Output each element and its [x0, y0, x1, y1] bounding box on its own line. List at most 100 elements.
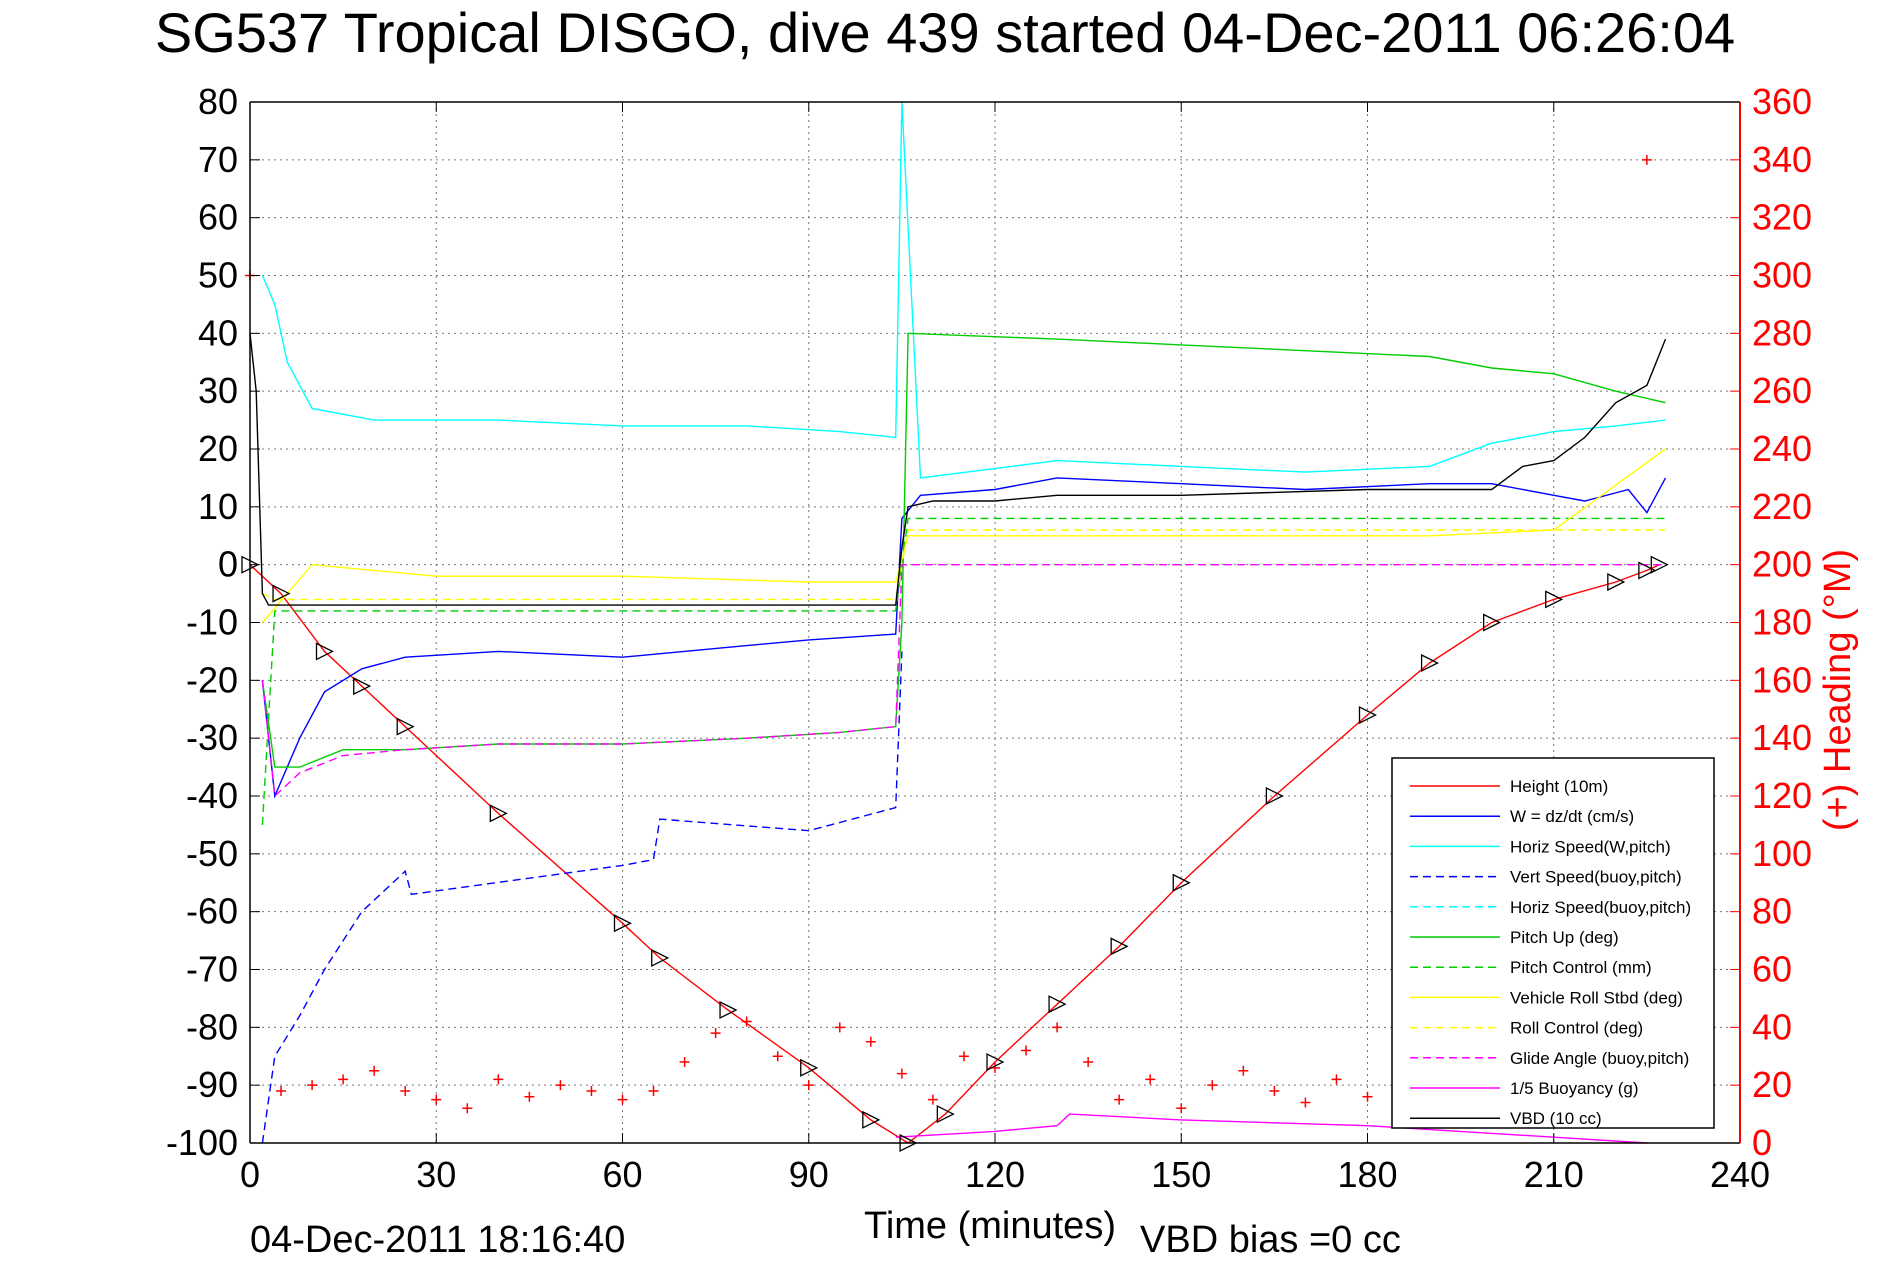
y-right-tick-label: 320	[1752, 197, 1812, 238]
y-tick-label: 80	[198, 81, 238, 122]
heading-point	[462, 1103, 473, 1114]
legend-label: Vehicle Roll Stbd (deg)	[1510, 988, 1683, 1007]
y-right-tick-label: 0	[1752, 1122, 1772, 1163]
series-line-5	[261, 332, 1666, 768]
series-line-7	[261, 448, 1666, 623]
height-marker	[1265, 786, 1284, 806]
x-tick-label: 150	[1151, 1154, 1211, 1195]
height-marker	[1483, 613, 1502, 632]
heading-point	[276, 1085, 287, 1096]
height-marker	[1545, 590, 1564, 609]
series-line-6	[261, 517, 1666, 825]
heading-point	[648, 1085, 659, 1096]
heading-point	[1641, 154, 1652, 165]
y-tick-label: -50	[186, 833, 238, 874]
legend-label: 1/5 Buoyancy (g)	[1510, 1079, 1639, 1098]
height-marker	[1607, 572, 1626, 592]
heading-point	[1176, 1103, 1187, 1114]
heading-point	[400, 1085, 411, 1096]
heading-point	[1114, 1094, 1125, 1105]
y-right-tick-label: 60	[1752, 949, 1792, 990]
y-tick-label: 60	[198, 197, 238, 238]
heading-point	[1362, 1091, 1373, 1102]
y-tick-label: 10	[198, 486, 238, 527]
x-tick-label: 60	[602, 1154, 642, 1195]
series-line-3	[261, 651, 903, 1144]
heading-point	[524, 1091, 535, 1102]
height-marker	[1420, 653, 1440, 673]
height-markers	[241, 555, 1669, 1153]
heading-point	[1238, 1065, 1249, 1076]
heading-point	[679, 1057, 690, 1068]
height-marker	[315, 642, 334, 661]
x-tick-label: 180	[1337, 1154, 1397, 1195]
y-tick-label: 0	[218, 544, 238, 585]
height-marker	[489, 804, 508, 823]
x-tick-label: 30	[416, 1154, 456, 1195]
legend-label: Pitch Up (deg)	[1510, 928, 1619, 947]
heading-point	[1269, 1085, 1280, 1096]
y-tick-label: 50	[198, 255, 238, 296]
y-right-tick-label: 120	[1752, 775, 1812, 816]
y-right-tick-label: 220	[1752, 486, 1812, 527]
heading-point	[1300, 1097, 1311, 1108]
heading-point	[896, 1068, 907, 1079]
series-line-9	[261, 564, 1666, 798]
legend: Height (10m) W = dz/dt (cm/s) Horiz Speed(…	[1391, 757, 1715, 1129]
legend-label: Horiz Speed(buoy,pitch)	[1510, 898, 1691, 917]
height-marker	[1048, 995, 1067, 1014]
x-tick-label: 0	[240, 1154, 260, 1195]
heading-point	[772, 1051, 783, 1062]
y-right-tick-label: 300	[1752, 255, 1812, 296]
axes	[249, 101, 1741, 1144]
height-marker	[651, 948, 670, 967]
heading-point	[958, 1051, 969, 1062]
legend-label: Height (10m)	[1510, 777, 1608, 796]
heading-point	[1331, 1074, 1342, 1085]
heading-point	[1145, 1074, 1156, 1085]
y-right-tick-label: 340	[1752, 139, 1812, 180]
x-tick-label: 210	[1524, 1154, 1584, 1195]
heading-point	[1207, 1080, 1218, 1091]
heading-point	[338, 1074, 349, 1085]
y-right-tick-label: 100	[1752, 833, 1812, 874]
y-tick-label: -30	[186, 717, 238, 758]
height-marker	[1650, 555, 1669, 574]
series-line-10	[895, 1113, 1647, 1144]
height-marker	[1638, 561, 1657, 580]
height-marker	[353, 677, 372, 696]
y-right-tick-label: 180	[1752, 602, 1812, 643]
footer-vbd-bias: VBD bias =0 cc	[1140, 1219, 1401, 1261]
height-marker	[272, 584, 291, 603]
tick-labels: 0 30 60 90 120 150 180 210 240-100-90-80-70-60-5…	[166, 81, 1812, 1195]
x-axis-label: Time (minutes)	[864, 1205, 1116, 1247]
heading-point	[431, 1094, 442, 1105]
y-tick-label: 70	[198, 139, 238, 180]
heading-point	[617, 1094, 628, 1105]
y-tick-label: 40	[198, 312, 238, 353]
heading-point	[307, 1080, 318, 1091]
chart-title: SG537 Tropical DISGO, dive 439 started 0…	[155, 1, 1735, 64]
right-axis-label: (+) Heading (°M)	[1817, 549, 1859, 831]
y-tick-label: -100	[166, 1122, 238, 1163]
y-tick-label: -20	[186, 659, 238, 700]
x-tick-label: 240	[1710, 1154, 1770, 1195]
legend-label: Glide Angle (buoy,pitch)	[1510, 1049, 1689, 1068]
x-tick-label: 90	[789, 1154, 829, 1195]
x-tick-label: 120	[965, 1154, 1025, 1195]
y-right-tick-label: 280	[1752, 312, 1812, 353]
y-right-tick-label: 80	[1752, 891, 1792, 932]
height-marker	[613, 914, 632, 933]
heading-point	[1083, 1057, 1094, 1068]
y-right-tick-label: 20	[1752, 1064, 1792, 1105]
height-marker	[1172, 873, 1191, 892]
y-right-tick-label: 360	[1752, 81, 1812, 122]
height-marker	[936, 1105, 955, 1124]
heading-point	[834, 1022, 845, 1033]
series-line-1	[261, 477, 1667, 799]
legend-label: Horiz Speed(W,pitch)	[1510, 837, 1671, 856]
heading-point	[555, 1080, 566, 1091]
y-tick-label: 30	[198, 370, 238, 411]
legend-label: VBD (10 cc)	[1510, 1109, 1602, 1128]
